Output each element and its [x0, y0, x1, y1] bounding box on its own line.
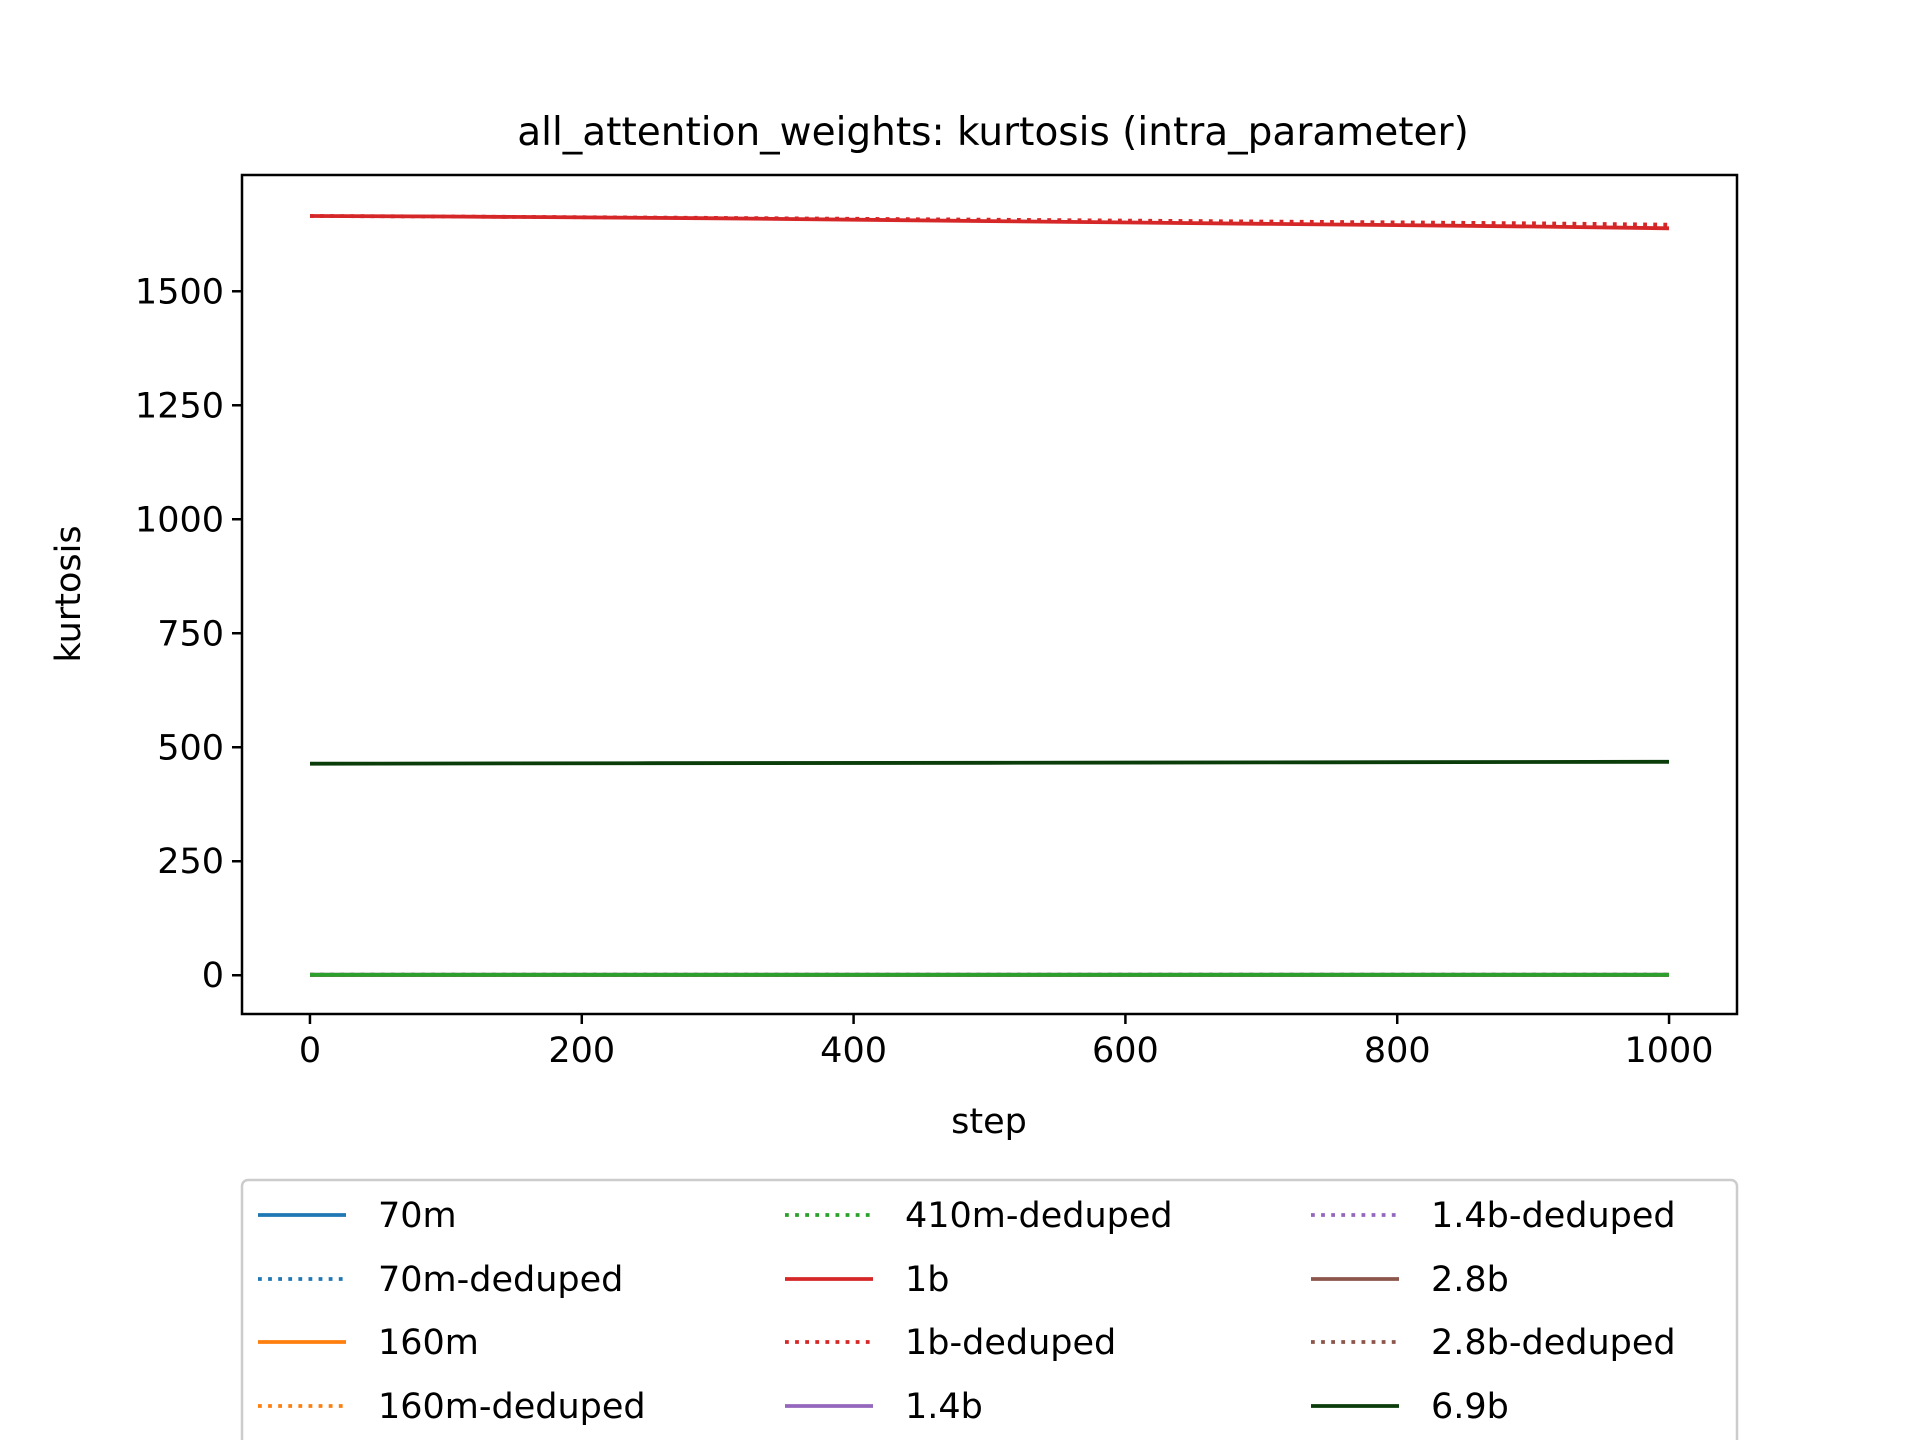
legend-label: 160m-deduped — [378, 1387, 646, 1427]
y-tick-label: 0 — [202, 956, 224, 996]
y-tick-label: 1250 — [135, 386, 224, 426]
legend-label: 70m — [378, 1196, 457, 1236]
x-tick-label: 600 — [1092, 1031, 1159, 1071]
y-axis-label: kurtosis — [49, 525, 89, 662]
legend-label: 2.8b — [1431, 1260, 1509, 1300]
x-axis-label: step — [951, 1102, 1027, 1142]
x-tick-label: 1000 — [1625, 1031, 1714, 1071]
legend-frame — [240, 1178, 1739, 1440]
y-axis-ticks: 0 250 500 750 1000 1250 1500 — [135, 272, 242, 996]
chart-title: all_attention_weights: kurtosis (intra_p… — [517, 110, 1469, 155]
legend: 70m 70m-deduped 160m 160m-deduped 410m-dedup… — [240, 1178, 1739, 1440]
legend-label: 410m-deduped — [905, 1196, 1173, 1236]
y-tick-label: 750 — [157, 614, 224, 654]
y-tick-label: 250 — [157, 842, 224, 882]
y-tick-label: 1000 — [135, 500, 224, 540]
y-tick-label: 1500 — [135, 272, 224, 312]
x-tick-label: 800 — [1364, 1031, 1431, 1071]
series-layer — [309, 214, 1670, 977]
x-tick-label: 200 — [548, 1031, 615, 1071]
legend-label: 1b-deduped — [905, 1323, 1116, 1363]
legend-label: 2.8b-deduped — [1431, 1323, 1676, 1363]
legend-label: 70m-deduped — [378, 1260, 623, 1300]
legend-label: 6.9b — [1431, 1387, 1509, 1427]
legend-label: 160m — [378, 1323, 479, 1363]
legend-label: 1.4b-deduped — [1431, 1196, 1676, 1236]
x-tick-label: 400 — [820, 1031, 887, 1071]
legend-label: 1b — [905, 1260, 950, 1300]
x-axis-ticks: 0 200 400 600 800 1000 — [299, 1014, 1714, 1071]
y-tick-label: 500 — [157, 728, 224, 768]
series-line-6.9b — [309, 759, 1670, 766]
plot-area-frame — [240, 173, 1739, 1016]
series-line-1b-deduped — [309, 214, 1670, 227]
x-tick-label: 0 — [299, 1031, 321, 1071]
legend-label: 1.4b — [905, 1387, 983, 1427]
